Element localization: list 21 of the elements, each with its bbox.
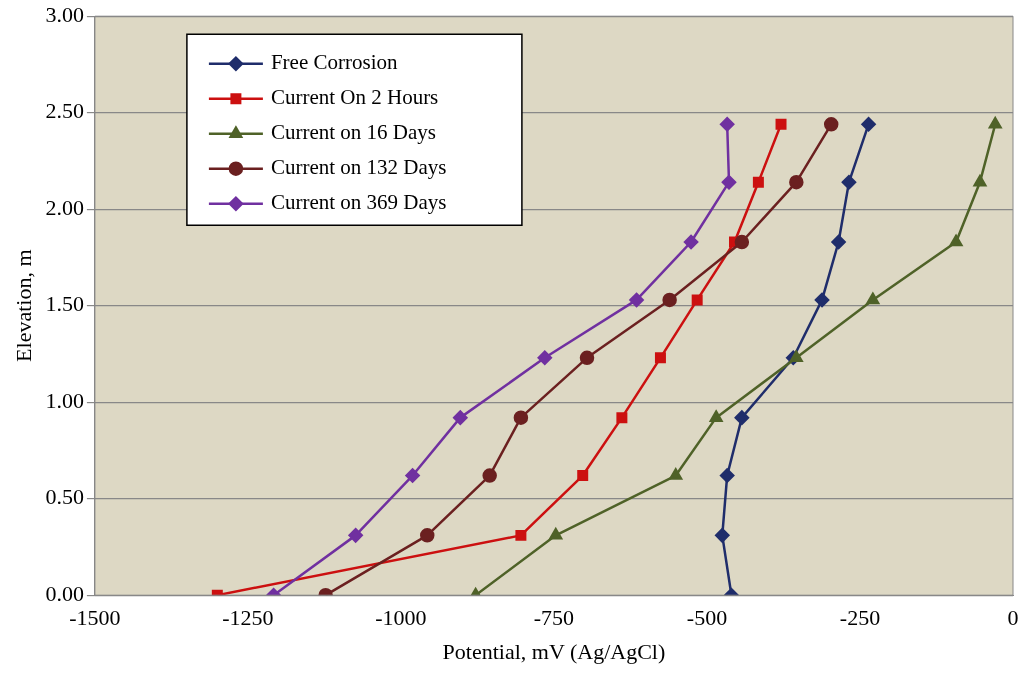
x-tick-label: -500 [686, 605, 728, 631]
legend-label: Current On 2 Hours [270, 85, 439, 110]
y-axis-title: Elevation, m [10, 249, 36, 362]
y-tick-label: 3.00 [45, 1, 84, 27]
x-tick-label: -1500 [69, 605, 121, 631]
legend-label: Current on 369 Days [270, 190, 447, 215]
x-tick-label: 0 [1007, 605, 1019, 631]
x-tick-label: -1250 [222, 605, 274, 631]
legend-label: Current on 16 Days [270, 120, 436, 145]
y-tick-label: 0.50 [45, 484, 84, 510]
y-tick-label: 2.50 [45, 98, 84, 124]
x-tick-label: -750 [533, 605, 575, 631]
x-tick-label: -1000 [375, 605, 427, 631]
y-tick-label: 1.50 [45, 291, 84, 317]
x-axis-title: Potential, mV (Ag/AgCl) [442, 638, 666, 664]
y-tick-label: 1.00 [45, 387, 84, 413]
y-tick-label: 2.00 [45, 194, 84, 220]
x-tick-label: -250 [839, 605, 881, 631]
legend-label: Current on 132 Days [270, 155, 447, 180]
y-tick-label: 0.00 [45, 580, 84, 606]
legend-label: Free Corrosion [270, 50, 398, 75]
